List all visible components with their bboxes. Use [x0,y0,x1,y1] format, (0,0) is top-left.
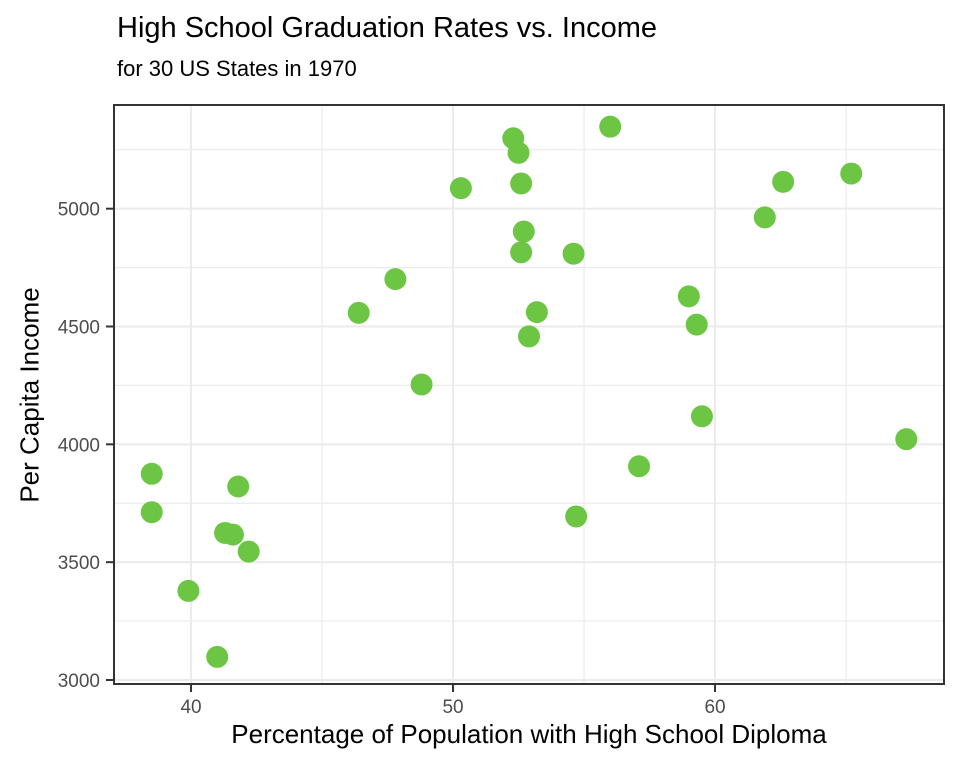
scatter-point [677,285,700,308]
scatter-point [628,455,651,478]
x-tick-label: 50 [442,697,463,718]
scatter-point [599,115,622,138]
scatter-point [840,162,863,185]
x-tick-label: 60 [704,697,725,718]
y-tick-label: 4500 [58,318,100,339]
panel-background [114,105,944,684]
scatter-point [518,325,540,348]
scatter-point [410,373,433,396]
scatter-point [685,313,708,336]
y-tick-label: 3500 [58,553,100,574]
scatter-point [206,645,229,668]
x-tick-label: 40 [180,697,201,718]
y-tick-label: 3000 [58,671,100,692]
scatter-point [510,241,533,264]
scatter-point [384,268,407,291]
scatter-point [140,501,163,524]
y-tick-label: 4000 [58,435,100,456]
scatter-point [690,405,713,428]
scatter-point [525,301,548,324]
scatter-point [177,579,200,602]
scatter-point [753,206,776,229]
scatter-point [227,475,250,498]
scatter-point [140,462,163,485]
scatter-point [510,172,533,195]
scatter-point [237,540,260,563]
y-axis-title: Per Capita Income [14,287,45,503]
chart-title: High School Graduation Rates vs. Income [117,12,657,44]
scatter-point [565,505,588,528]
scatter-point [449,177,472,200]
scatter-point [512,220,535,243]
scatter-point [347,301,370,324]
panel-border [113,104,945,685]
scatter-point [221,523,244,546]
chart-subtitle: for 30 US States in 1970 [117,56,357,81]
scatter-point [562,242,585,265]
scatter-point [895,428,918,451]
y-tick-label: 5000 [58,200,100,221]
x-axis-title: Percentage of Population with High Schoo… [231,719,827,749]
scatter-point [772,170,795,193]
scatter-point [507,141,530,164]
